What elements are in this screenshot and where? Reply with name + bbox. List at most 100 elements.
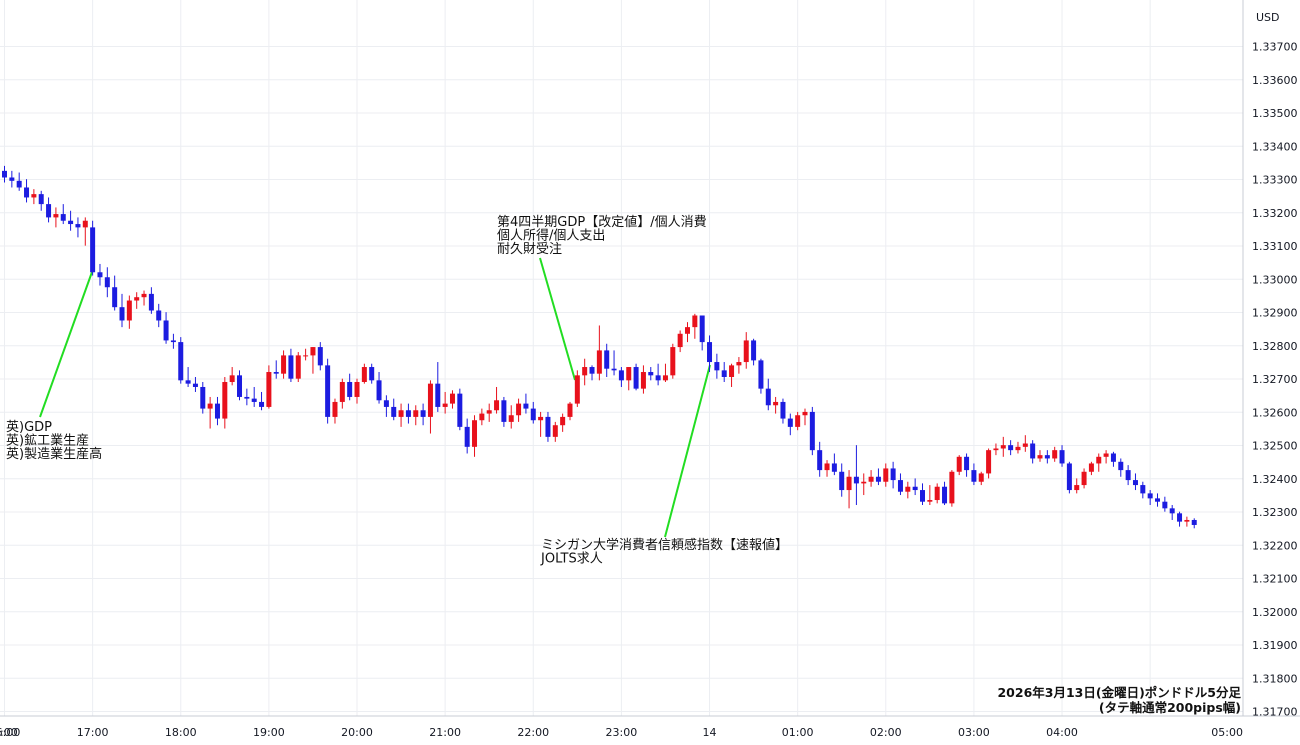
x-tick-label: 17:00: [77, 726, 109, 739]
candle-body: [890, 468, 896, 481]
candle-body: [574, 375, 580, 404]
candle-body: [802, 411, 808, 416]
candle-body: [648, 372, 654, 376]
candle-body: [1155, 498, 1161, 502]
candle: [2, 165, 7, 183]
candle-body: [677, 333, 683, 348]
candle-body: [97, 272, 103, 278]
y-tick-label: 1.32700: [1252, 373, 1298, 386]
candle-body: [1000, 445, 1006, 449]
candle: [457, 388, 463, 431]
candle: [185, 367, 191, 387]
candle: [516, 398, 522, 422]
candle-body: [883, 468, 889, 482]
candle: [82, 217, 88, 246]
annotation-text: ミシガン大学消費者信頼感指数【速報値】: [541, 537, 788, 553]
y-tick-label: 1.33100: [1252, 240, 1298, 253]
candle: [266, 365, 272, 409]
candle: [1118, 458, 1124, 477]
candle: [170, 333, 176, 349]
candle: [1132, 473, 1138, 491]
candle-body: [38, 194, 44, 205]
candle-body: [589, 367, 595, 374]
y-tick-label: 1.32100: [1252, 573, 1298, 586]
candle: [721, 362, 727, 382]
candle-body: [185, 380, 191, 384]
candle: [1052, 446, 1058, 462]
candle: [956, 455, 962, 476]
candle: [611, 350, 617, 376]
candle: [1140, 481, 1146, 499]
candle: [303, 348, 309, 361]
candle: [383, 395, 389, 417]
candle-body: [743, 340, 749, 363]
candle: [508, 405, 514, 429]
candle: [1015, 441, 1021, 454]
candle: [1074, 478, 1080, 494]
candle-body: [993, 448, 999, 451]
candle: [1147, 490, 1153, 506]
candle-body: [633, 367, 639, 389]
candle-body: [1066, 463, 1072, 491]
candle: [251, 386, 257, 407]
candle: [472, 415, 478, 457]
grid: [0, 0, 1243, 716]
x-tick-label: 01:00: [782, 726, 814, 739]
candle-body: [530, 408, 536, 421]
candle: [68, 210, 74, 231]
candle-body: [126, 300, 132, 321]
candle-body: [82, 220, 88, 228]
candle-body: [839, 471, 845, 491]
candle: [596, 325, 602, 381]
candle-body: [971, 470, 977, 482]
candle: [244, 388, 250, 406]
annotation-text: JOLTS求人: [540, 552, 603, 567]
candle: [1088, 461, 1094, 476]
annotation-text: 第4四半期GDP【改定値】/個人消費: [497, 214, 707, 230]
y-tick-label: 1.33700: [1252, 41, 1298, 54]
candle-body: [538, 416, 544, 421]
candle-body: [457, 393, 463, 427]
candle: [626, 367, 632, 391]
candle-body: [449, 393, 455, 404]
candle: [427, 380, 433, 434]
candle: [192, 377, 198, 392]
candle: [479, 408, 485, 426]
candle-body: [956, 456, 962, 472]
candle: [273, 360, 279, 379]
candle-body: [288, 355, 294, 379]
candle-body: [479, 413, 485, 421]
candle: [942, 481, 948, 506]
candle: [207, 396, 213, 429]
x-tick-label: 04:00: [1046, 726, 1078, 739]
x-tick-label: 20:00: [341, 726, 373, 739]
candle-body: [1059, 450, 1065, 464]
candle: [736, 357, 742, 374]
candle: [126, 295, 132, 329]
candle: [60, 204, 66, 225]
candle-body: [964, 456, 970, 471]
candle: [295, 352, 301, 382]
candle: [839, 463, 845, 497]
candle: [369, 363, 375, 384]
y-tick-label: 1.31900: [1252, 639, 1298, 652]
candle-body: [1015, 446, 1021, 451]
candle-body: [1125, 470, 1131, 481]
candle: [648, 367, 654, 381]
y-tick-label: 1.32600: [1252, 406, 1298, 419]
candle-body: [398, 410, 404, 417]
candle-body: [53, 214, 59, 218]
candle: [449, 390, 455, 409]
candle: [16, 172, 22, 191]
candle: [986, 448, 992, 479]
candle-body: [310, 347, 316, 356]
y-tick-label: 1.31700: [1252, 706, 1298, 719]
candle-body: [361, 367, 367, 382]
candle: [288, 348, 294, 382]
candle-body: [214, 403, 220, 419]
candle-body: [90, 227, 96, 273]
candle: [494, 386, 500, 414]
candle: [662, 363, 668, 382]
candle: [905, 481, 911, 499]
candle: [1184, 516, 1190, 527]
